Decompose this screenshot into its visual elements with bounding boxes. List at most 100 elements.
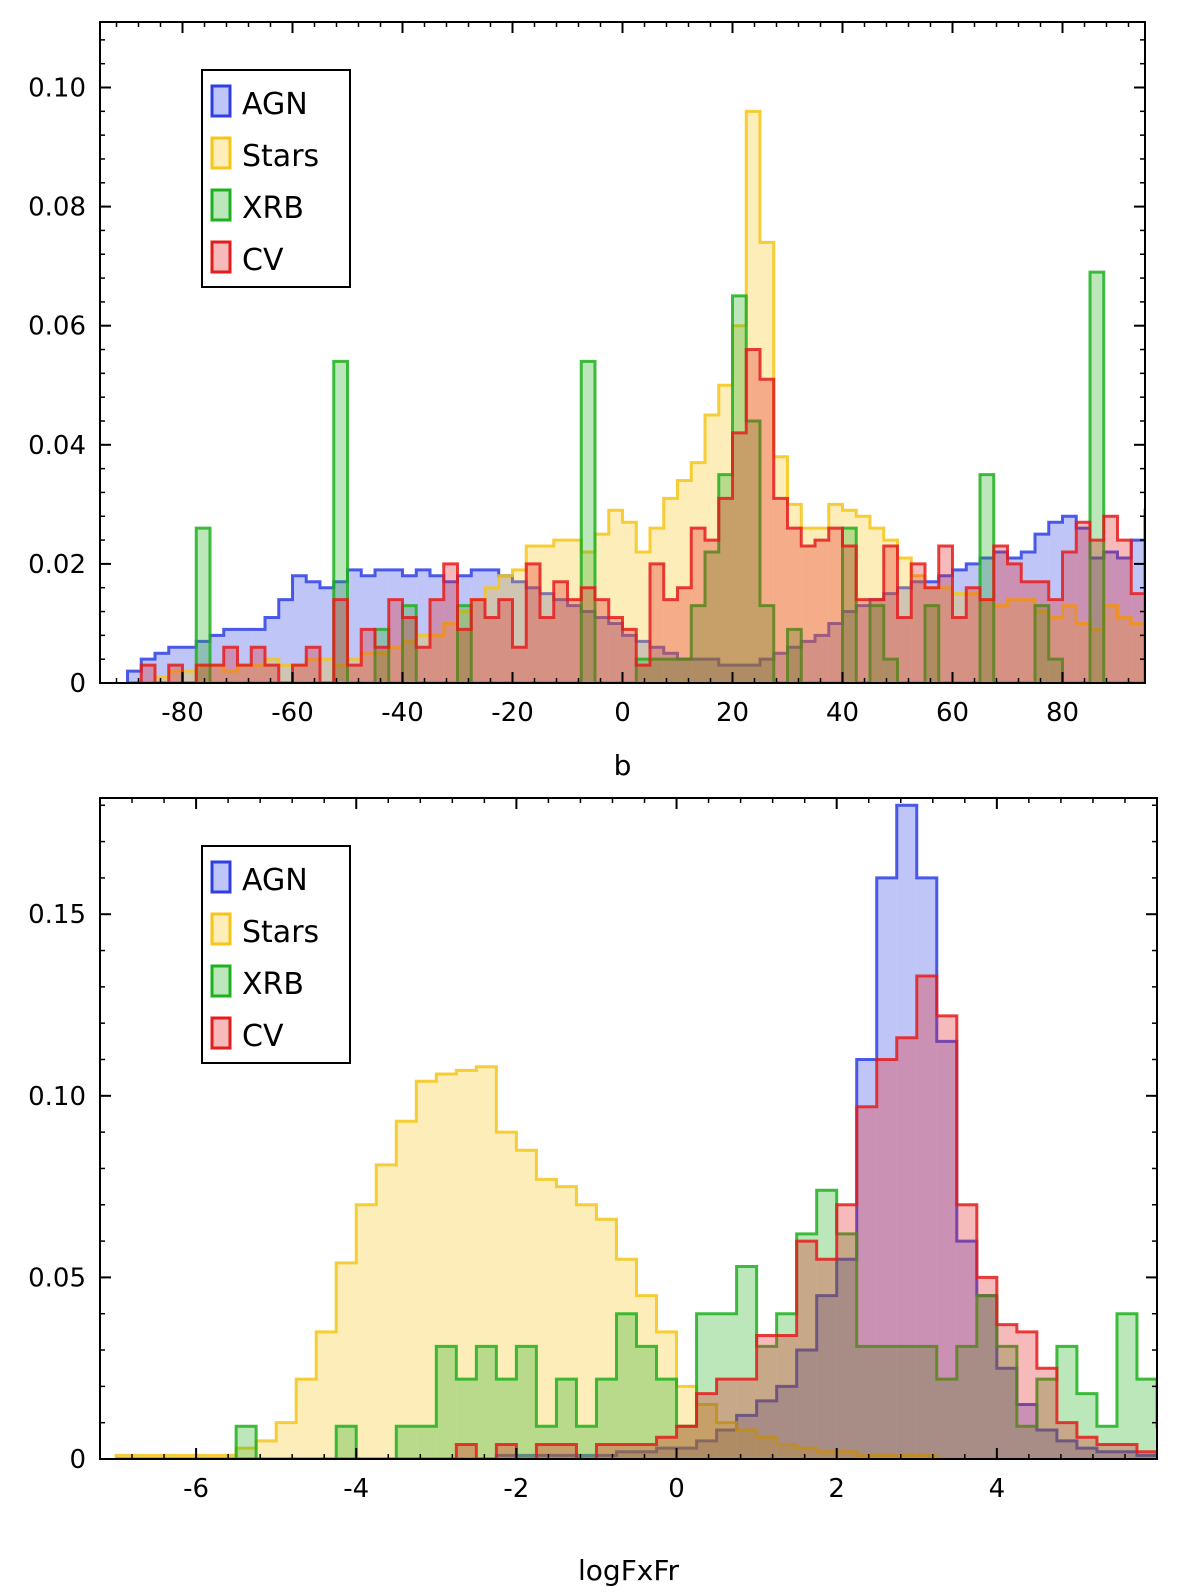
bar-stars-69 xyxy=(1076,623,1090,683)
bar-stars-47 xyxy=(773,456,788,683)
bar-cv-40 xyxy=(677,587,692,683)
bar-stars-33 xyxy=(776,1444,797,1459)
bar-stars-39 xyxy=(663,498,678,683)
bar-xrb-53 xyxy=(1177,1314,1197,1459)
bar-stars-8 xyxy=(276,1422,297,1459)
bar-agn-36 xyxy=(622,635,637,683)
bar-xrb-25 xyxy=(616,1313,637,1459)
bar-agn-59 xyxy=(938,575,953,683)
outline-stars xyxy=(114,1065,1157,1459)
bar-agn-64 xyxy=(1007,557,1022,683)
bar-stars-57 xyxy=(911,575,925,683)
series-cv xyxy=(127,348,1187,683)
bar-cv-73 xyxy=(1131,593,1145,683)
bar-cv-38 xyxy=(876,1059,897,1459)
bar-agn-50 xyxy=(1116,1451,1137,1459)
bar-xrb-15 xyxy=(333,361,348,683)
bar-agn-46 xyxy=(1036,1429,1057,1459)
bar-xrb-45 xyxy=(746,420,760,683)
bar-stars-7 xyxy=(256,1440,277,1459)
bar-cv-67 xyxy=(1048,599,1063,683)
bar-stars-50 xyxy=(815,528,829,683)
bar-stars-67 xyxy=(1048,617,1063,683)
bar-cv-55 xyxy=(883,546,898,683)
bar-stars-75 xyxy=(1159,641,1173,683)
bar-stars-73 xyxy=(1131,623,1145,683)
bar-stars-52 xyxy=(842,510,857,683)
bar-stars-40 xyxy=(916,1455,937,1459)
bar-cv-68 xyxy=(1062,551,1077,683)
bar-cv-25 xyxy=(616,1444,637,1459)
bar-xrb-23 xyxy=(576,1426,597,1459)
bar-cv-15 xyxy=(333,599,348,683)
y-tick-label: 0.15 xyxy=(28,900,86,930)
bar-cv-27 xyxy=(656,1437,677,1459)
y-tick-label: 0.04 xyxy=(28,431,86,461)
bar-xrb-32 xyxy=(756,1346,777,1459)
bar-cv-1 xyxy=(141,665,155,683)
bar-xrb-46 xyxy=(1036,1379,1057,1459)
bar-agn-41 xyxy=(936,1041,957,1459)
bar-agn-47 xyxy=(773,653,788,683)
bar-stars-36 xyxy=(836,1451,857,1459)
bar-cv-42 xyxy=(956,1204,977,1459)
bar-xrb-41 xyxy=(936,1379,957,1459)
bar-cv-35 xyxy=(816,1259,837,1459)
bar-agn-74 xyxy=(1145,540,1159,683)
bar-agn-24 xyxy=(596,1455,617,1459)
legend-swatch-agn xyxy=(210,860,232,894)
bar-xrb-34 xyxy=(796,1233,817,1459)
bar-agn-32 xyxy=(756,1400,777,1459)
x-axis-label: b xyxy=(614,749,632,782)
bar-stars-11 xyxy=(278,665,293,683)
bar-xrb-40 xyxy=(916,1346,937,1459)
bar-cv-52 xyxy=(1157,1455,1177,1459)
bar-cv-39 xyxy=(896,1037,917,1459)
bar-stars-51 xyxy=(828,504,843,683)
legend-label-agn: AGN xyxy=(242,863,308,898)
bar-cv-63 xyxy=(993,546,1008,683)
bar-stars-43 xyxy=(718,385,733,683)
bar-cv-76 xyxy=(1173,600,1187,683)
bar-cv-56 xyxy=(897,617,912,683)
bar-cv-57 xyxy=(911,563,925,683)
bar-agn-40 xyxy=(677,659,692,683)
bar-cv-58 xyxy=(925,587,939,683)
bar-cv-46 xyxy=(760,379,774,683)
bar-stars-66 xyxy=(1035,611,1049,683)
bar-stars-1 xyxy=(136,1455,157,1459)
bar-cv-59 xyxy=(938,546,953,683)
bar-cv-40 xyxy=(916,975,937,1459)
x-tick-label: -20 xyxy=(491,698,533,728)
bar-stars-25 xyxy=(471,599,485,683)
legend-label-cv: CV xyxy=(242,243,284,278)
bar-agn-37 xyxy=(856,1059,877,1459)
bar-agn-52 xyxy=(1157,1455,1177,1459)
y-tick-label: 0.06 xyxy=(28,312,86,342)
bar-cv-65 xyxy=(1021,581,1035,683)
bar-cv-17 xyxy=(456,1444,477,1459)
bar-cv-19 xyxy=(388,599,403,683)
bar-cv-36 xyxy=(622,629,637,683)
bar-cv-24 xyxy=(596,1444,617,1459)
bar-stars-3 xyxy=(176,1455,197,1459)
bar-agn-56 xyxy=(897,587,912,683)
bar-cv-29 xyxy=(696,1393,717,1459)
bar-agn-30 xyxy=(716,1429,737,1459)
bar-stars-64 xyxy=(1007,599,1022,683)
bar-stars-56 xyxy=(897,557,912,683)
bar-stars-4 xyxy=(182,671,197,683)
bar-xrb-26 xyxy=(636,1346,657,1459)
bar-agn-23 xyxy=(576,1455,597,1459)
y-tick-label: 0.02 xyxy=(28,550,86,580)
bar-stars-30 xyxy=(540,546,554,683)
outline-stars xyxy=(127,109,1145,683)
bar-cv-26 xyxy=(636,1444,657,1459)
bar-cv-10 xyxy=(265,665,279,683)
bar-agn-26 xyxy=(485,569,499,683)
bar-agn-72 xyxy=(1117,557,1132,683)
bar-agn-23 xyxy=(443,581,458,683)
bar-stars-23 xyxy=(576,1204,597,1459)
bar-xrb-46 xyxy=(760,605,774,683)
